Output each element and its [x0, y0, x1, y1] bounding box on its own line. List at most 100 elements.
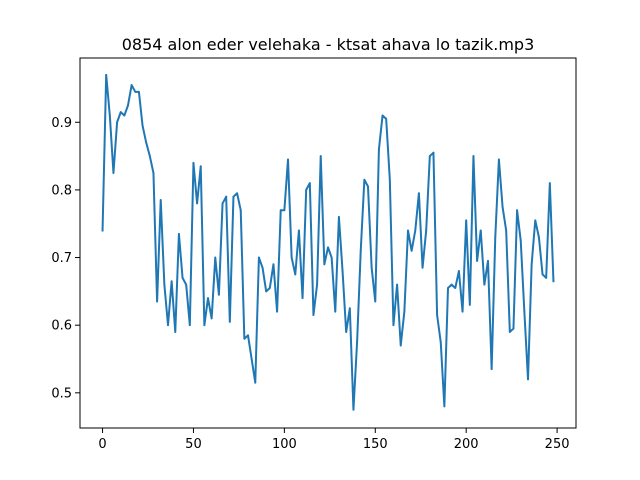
- data-point: [236, 192, 238, 195]
- data-point: [232, 195, 235, 198]
- data-point: [290, 256, 293, 259]
- data-point: [490, 368, 493, 371]
- data-point: [407, 229, 409, 232]
- data-point: [348, 307, 351, 310]
- data-point: [265, 290, 268, 293]
- data-point: [178, 232, 180, 235]
- data-point: [447, 287, 449, 289]
- data-point: [410, 249, 413, 252]
- data-point: [516, 209, 518, 212]
- data-point: [356, 341, 358, 343]
- data-point: [330, 256, 333, 259]
- data-point: [214, 256, 217, 259]
- data-point: [167, 324, 169, 327]
- data-point: [272, 263, 275, 266]
- data-point: [548, 182, 551, 185]
- data-point: [239, 209, 242, 212]
- x-tick-label: 200: [454, 437, 479, 452]
- data-point: [159, 199, 162, 201]
- data-point: [378, 148, 380, 151]
- data-point: [414, 229, 417, 232]
- data-point: [367, 185, 369, 188]
- x-axis-ticks: 0 50 100 150 200 250: [98, 428, 570, 452]
- data-point: [116, 121, 118, 124]
- data-point: [283, 209, 286, 212]
- data-point: [203, 324, 206, 327]
- data-point: [545, 276, 548, 279]
- data-point: [123, 114, 126, 117]
- data-point: [199, 165, 202, 168]
- data-point: [192, 161, 195, 164]
- series-layer: [101, 73, 555, 411]
- data-point: [323, 263, 326, 266]
- data-point: [312, 314, 315, 316]
- x-tick-label: 250: [545, 437, 570, 452]
- data-point: [352, 408, 355, 411]
- data-point: [512, 327, 515, 330]
- data-point: [261, 266, 264, 269]
- data-point: [196, 202, 198, 205]
- data-point: [359, 249, 362, 252]
- data-point: [141, 124, 144, 127]
- data-point: [498, 158, 500, 161]
- data-point: [181, 276, 184, 279]
- data-point: [399, 344, 402, 347]
- data-point: [541, 273, 544, 276]
- data-point: [388, 178, 391, 181]
- data-point: [454, 287, 457, 289]
- data-point: [268, 287, 271, 289]
- y-tick-label: 0.7: [51, 251, 72, 266]
- data-point: [108, 114, 111, 117]
- data-point: [432, 151, 435, 154]
- data-point: [225, 195, 228, 198]
- data-point: [138, 90, 140, 93]
- data-point: [436, 314, 438, 316]
- data-point: [145, 141, 148, 144]
- data-point: [425, 229, 428, 232]
- data-point: [494, 236, 497, 239]
- data-point: [327, 246, 329, 249]
- data-point: [170, 280, 173, 283]
- data-point: [374, 300, 377, 303]
- data-point: [210, 317, 213, 320]
- data-point: [472, 155, 475, 157]
- data-point: [385, 117, 388, 120]
- data-point: [305, 189, 308, 191]
- data-point: [458, 270, 460, 272]
- data-point: [530, 263, 533, 266]
- data-point: [392, 324, 395, 327]
- y-tick-label: 0.8: [51, 183, 72, 198]
- data-point: [505, 229, 508, 232]
- data-point: [188, 324, 191, 327]
- data-point: [552, 280, 555, 283]
- x-tick-label: 50: [185, 437, 202, 452]
- data-point: [105, 74, 108, 76]
- data-point: [421, 266, 424, 269]
- data-point: [396, 283, 398, 286]
- data-point: [207, 297, 209, 300]
- data-point: [483, 283, 486, 286]
- chart-title: 0854 alon eder velehaka - ktsat ahava lo…: [122, 35, 535, 54]
- x-tick-label: 100: [272, 437, 297, 452]
- data-point: [381, 114, 384, 117]
- data-point: [338, 216, 340, 218]
- data-point: [316, 283, 318, 286]
- data-point: [363, 178, 366, 181]
- data-point: [174, 331, 177, 333]
- data-point: [370, 266, 373, 269]
- y-tick-label: 0.6: [51, 319, 72, 334]
- data-point: [130, 84, 133, 86]
- data-point: [479, 229, 482, 232]
- y-axis-ticks: 0.5 0.6 0.7 0.8 0.9: [51, 116, 80, 401]
- data-point: [345, 331, 348, 333]
- data-point: [156, 300, 158, 303]
- data-point: [134, 90, 137, 93]
- data-point: [148, 155, 151, 157]
- data-point: [428, 155, 431, 157]
- data-point: [119, 111, 122, 114]
- data-point: [403, 310, 406, 313]
- data-point: [334, 310, 337, 313]
- data-point: [294, 273, 297, 276]
- data-point: [287, 158, 289, 161]
